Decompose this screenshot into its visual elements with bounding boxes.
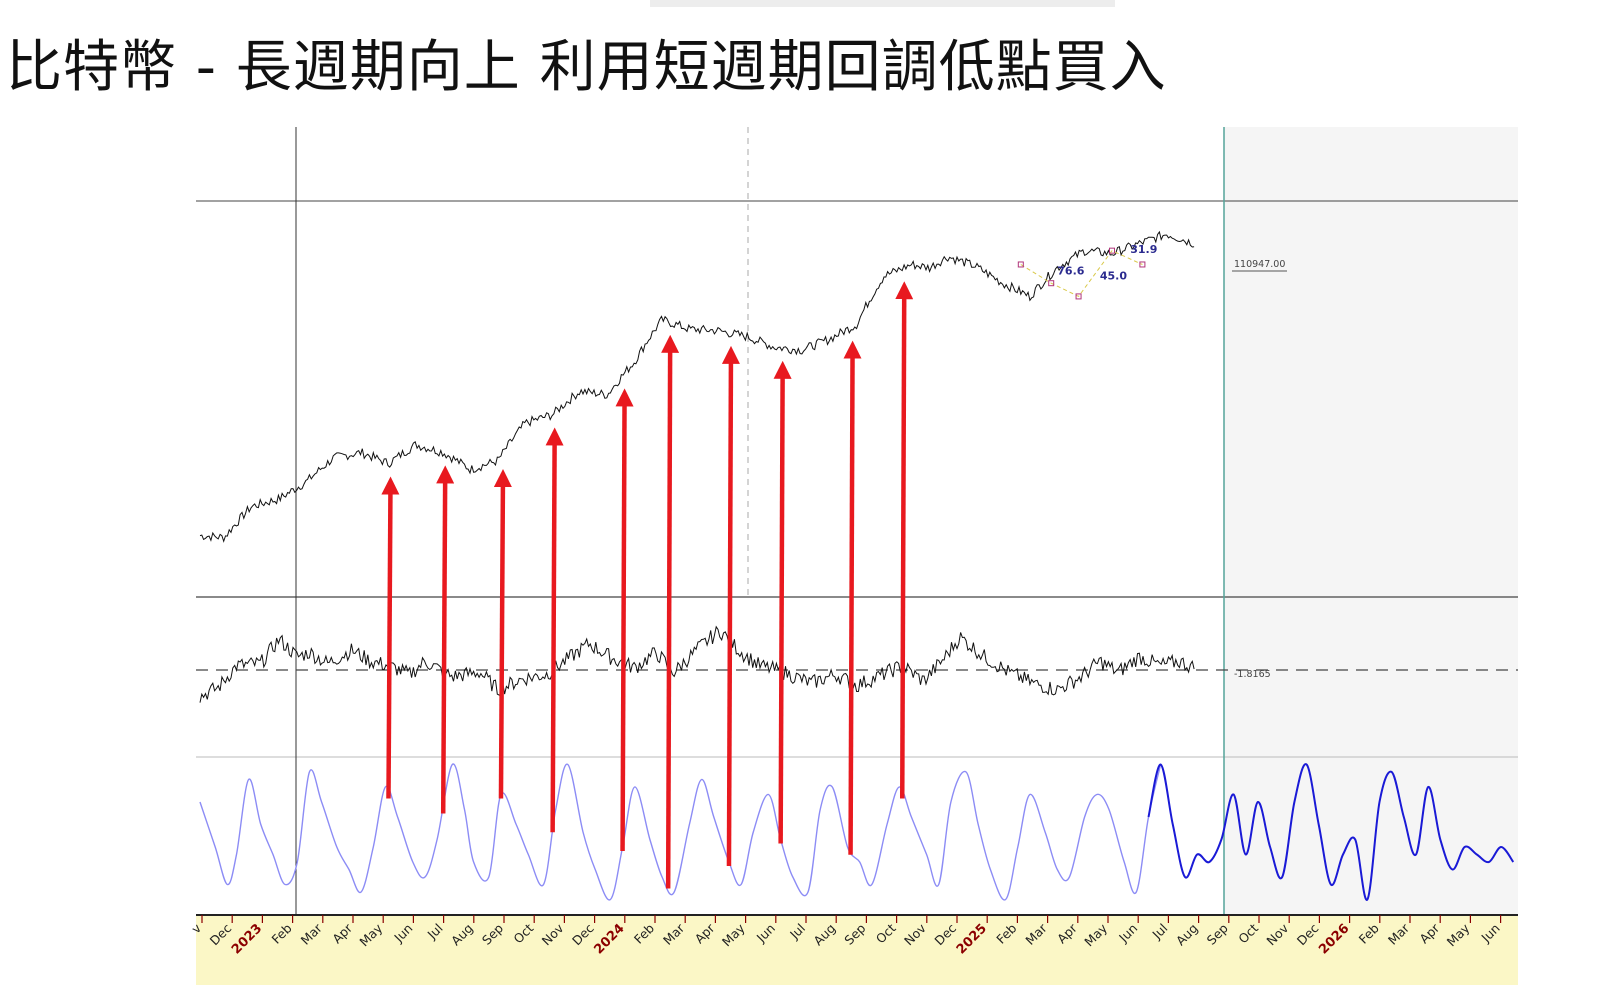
buy-arrow-2 — [493, 469, 512, 799]
fib-point-4 — [1139, 261, 1146, 268]
projection-shade — [1224, 127, 1518, 937]
buy-arrow-4 — [615, 388, 634, 852]
last-price-label: 110947.00 — [1234, 259, 1285, 270]
cycle-series — [199, 763, 1515, 901]
cycle-historical-line — [199, 763, 1162, 901]
buy-arrow-6 — [721, 345, 740, 867]
fib-point-0 — [1017, 261, 1024, 268]
buy-arrow-3 — [545, 427, 564, 833]
fib-label-1: 45.0 — [1100, 270, 1127, 283]
buy-arrow-9 — [895, 281, 914, 799]
buy-arrow-5 — [661, 334, 680, 889]
oscillator-line — [199, 625, 1195, 703]
buy-arrow-8 — [843, 340, 862, 855]
buy-arrow-1 — [436, 465, 455, 814]
top-bar — [650, 0, 1115, 7]
oscillator-series — [199, 625, 1195, 703]
fib-label-0: 76.6 — [1057, 264, 1084, 277]
buy-arrow-0 — [381, 476, 400, 799]
fib-label-2: 31.9 — [1130, 243, 1157, 256]
fib-path — [1020, 250, 1143, 298]
fib-point-2 — [1075, 293, 1082, 300]
buy-arrow-7 — [773, 360, 792, 844]
fib-point-3 — [1109, 247, 1115, 254]
page-title: 比特幣 - 長週期向上 利用短週期回調低點買入 — [6, 35, 1167, 100]
fibonacci-overlay: 76.6 45.0 31.9 — [1017, 243, 1157, 300]
buy-arrows — [381, 281, 914, 889]
oscillator-zero-label: -1.8165 — [1234, 669, 1271, 680]
cycle-projection-line — [1147, 763, 1515, 901]
fib-point-1 — [1048, 280, 1055, 287]
x-axis-band — [196, 915, 1518, 985]
price-series — [199, 230, 1195, 543]
price-line — [199, 230, 1195, 543]
